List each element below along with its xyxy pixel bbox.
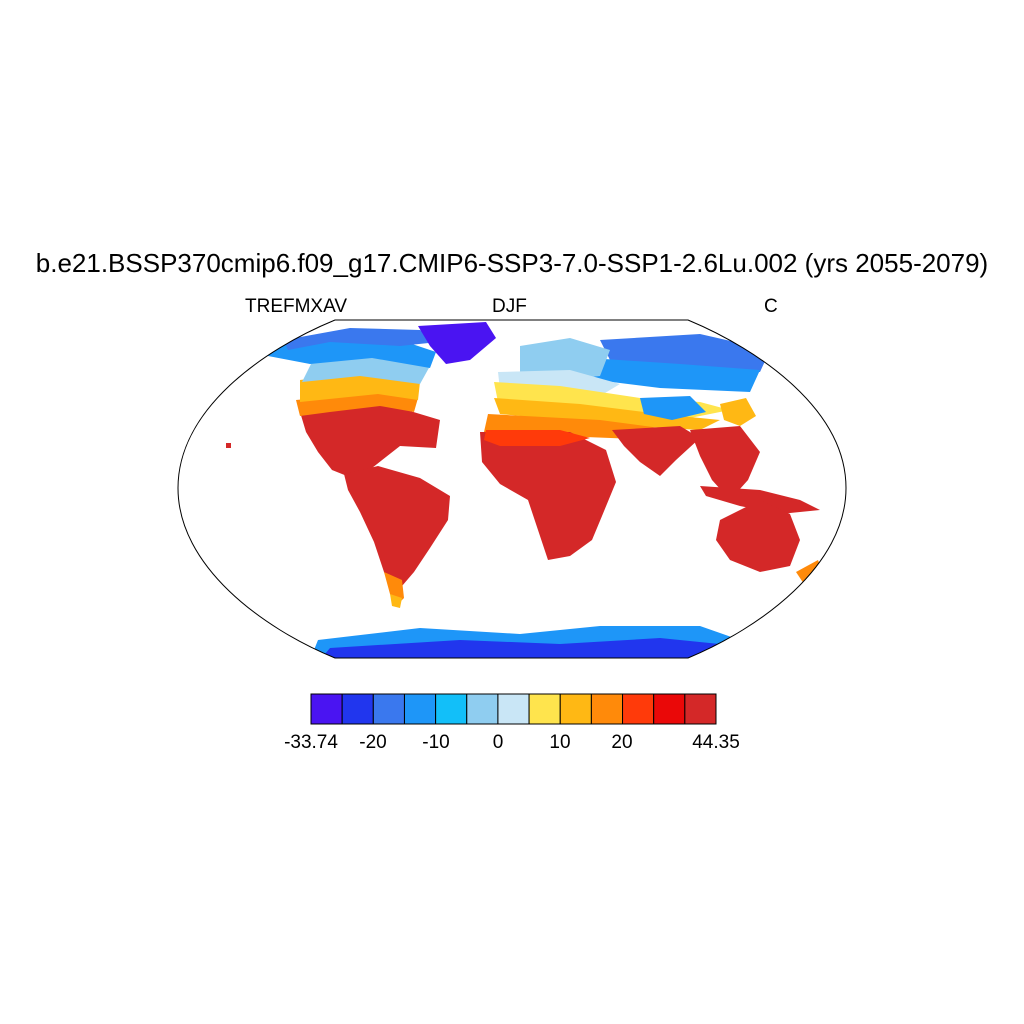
colorbar-swatch (466, 693, 499, 725)
colorbar-tick-label: 10 (549, 732, 571, 753)
colorbar-tick-label: -33.74 (284, 732, 338, 753)
variable-label: TREFMXAV (245, 296, 348, 317)
colorbar-tick-label: -20 (359, 732, 387, 753)
colorbar-swatch (528, 693, 561, 725)
hawaii (226, 443, 231, 448)
colorbar-tick-label: 44.35 (692, 732, 740, 753)
season-label: DJF (492, 296, 527, 317)
north-america-arctic (284, 328, 438, 350)
colorbar-swatch (497, 693, 530, 725)
south-america (344, 466, 450, 590)
southeast-asia (690, 426, 760, 500)
scandinavia-europe-cool (520, 338, 610, 380)
australia (716, 500, 800, 572)
colorbar-swatch (590, 693, 624, 725)
map-outline (177, 319, 847, 659)
plot-title: b.e21.BSSP370cmip6.f09_g17.CMIP6-SSP3-7.… (35, 248, 989, 278)
colorbar-swatch (559, 693, 592, 725)
colorbar-swatch (684, 693, 717, 725)
patagonia-tip (390, 594, 402, 608)
greenland (418, 322, 496, 364)
africa (480, 432, 616, 560)
east-asia (720, 398, 756, 426)
colorbar-swatch (372, 693, 405, 725)
colorbar (310, 693, 717, 725)
colorbar-swatch (435, 693, 468, 725)
colorbar-swatch (403, 693, 437, 725)
new-zealand (796, 560, 822, 584)
colorbar-swatch (310, 693, 343, 725)
mediterranean-hot (494, 398, 720, 430)
north-america-tropics (300, 402, 440, 478)
antarctica-interior (320, 638, 740, 658)
colorbar-swatch (653, 693, 686, 725)
india (612, 426, 700, 476)
units-label: C (764, 296, 778, 317)
eurasia-cold (560, 356, 760, 392)
colorbar-tick-label: 0 (492, 732, 504, 753)
colorbar-tick-label: 20 (611, 732, 633, 753)
sahara-hot (484, 430, 590, 446)
land-temperature-field (226, 322, 822, 658)
tibet-plateau (640, 396, 706, 420)
colorbar-tick-label: -10 (422, 732, 450, 753)
colorbar-swatch (622, 693, 655, 725)
colorbar-swatch (341, 693, 374, 725)
